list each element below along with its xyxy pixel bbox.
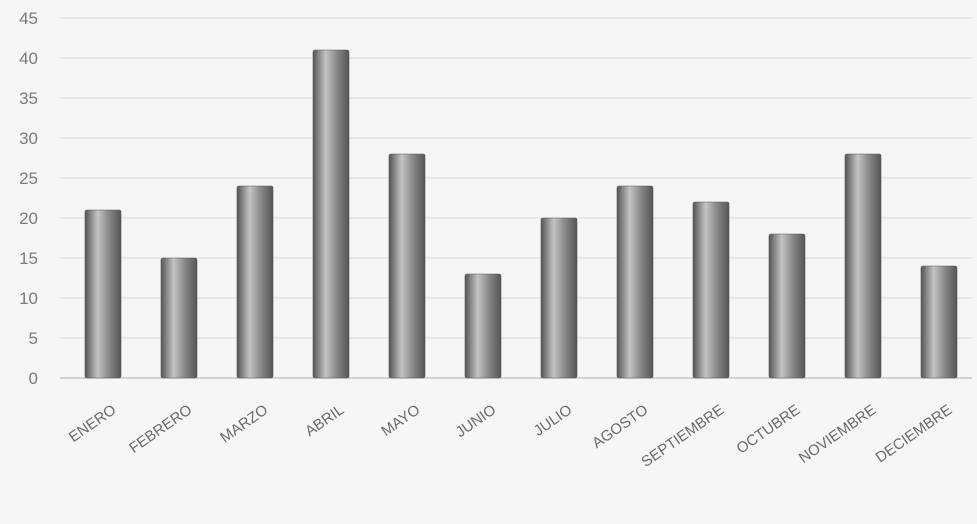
bar-febrero [160,257,198,379]
y-tick-label: 15 [19,249,38,268]
bar-enero [84,209,122,379]
x-tick-label: MAYO [378,401,423,440]
bars [84,49,958,379]
x-tick-label: JULIO [531,401,576,439]
bar-agosto [616,185,654,379]
bar-abril [312,49,350,379]
x-tick-label: JUNIO [453,401,500,441]
bar-junio [464,273,502,379]
y-tick-label: 35 [19,89,38,108]
x-tick-label: ABRIL [302,401,347,440]
bar-marzo [236,185,274,379]
bar-septiembre [692,201,730,379]
x-tick-label: DECIEMBRE [872,401,955,466]
y-tick-label: 30 [19,129,38,148]
x-axis-labels: ENERO FEBRERO MARZO ABRIL MAYO JUNIO JULIO AGOS… [66,401,955,470]
bar-julio [540,217,578,379]
x-tick-label: FEBRERO [126,401,195,457]
y-tick-label: 40 [19,49,38,68]
y-tick-label: 0 [29,369,38,388]
x-tick-label: MARZO [217,401,271,446]
y-tick-label: 25 [19,169,38,188]
gridlines [60,17,972,379]
bar-mayo [388,153,426,379]
bar-deciembre [920,265,958,379]
y-tick-label: 10 [19,289,38,308]
y-axis-ticks: 0 5 10 15 20 25 30 35 40 45 [19,9,38,388]
bar-noviembre [844,153,882,379]
x-tick-label: OCTUBRE [733,401,803,457]
y-tick-label: 5 [29,329,38,348]
y-tick-label: 45 [19,9,38,28]
x-tick-label: AGOSTO [589,401,651,452]
x-tick-label: SEPTIEMBRE [638,401,727,470]
bar-octubre [768,233,806,379]
x-tick-label: NOVIEMBRE [796,401,879,467]
x-tick-label: ENERO [66,401,119,446]
y-tick-label: 20 [19,209,38,228]
